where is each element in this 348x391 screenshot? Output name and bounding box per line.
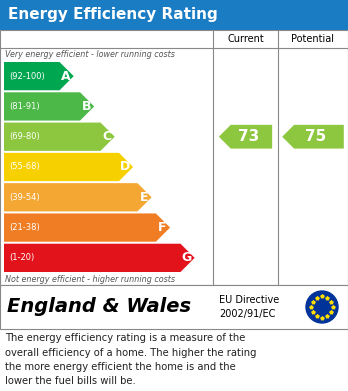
Text: 73: 73	[238, 129, 259, 144]
Text: lower the fuel bills will be.: lower the fuel bills will be.	[5, 377, 136, 386]
Bar	[0, 285, 348, 329]
Text: The energy efficiency rating is a measure of the: The energy efficiency rating is a measur…	[5, 333, 245, 343]
Polygon shape	[4, 213, 170, 242]
Text: overall efficiency of a home. The higher the rating: overall efficiency of a home. The higher…	[5, 348, 256, 357]
Text: (69-80): (69-80)	[9, 132, 40, 141]
Polygon shape	[4, 244, 195, 272]
Polygon shape	[4, 153, 133, 181]
Text: D: D	[120, 160, 130, 174]
Text: Very energy efficient - lower running costs: Very energy efficient - lower running co…	[5, 50, 175, 59]
Text: (39-54): (39-54)	[9, 193, 40, 202]
Text: B: B	[82, 100, 91, 113]
Bar	[0, 0, 348, 30]
Text: Potential: Potential	[292, 34, 334, 44]
Text: (21-38): (21-38)	[9, 223, 40, 232]
Text: G: G	[182, 251, 192, 264]
Text: England & Wales: England & Wales	[7, 298, 191, 316]
Text: (1-20): (1-20)	[9, 253, 34, 262]
Text: EU Directive: EU Directive	[219, 295, 279, 305]
Text: (55-68): (55-68)	[9, 163, 40, 172]
Text: 2002/91/EC: 2002/91/EC	[219, 308, 275, 319]
Polygon shape	[4, 183, 152, 212]
Text: Energy Efficiency Rating: Energy Efficiency Rating	[8, 7, 218, 23]
Text: C: C	[102, 130, 111, 143]
Circle shape	[306, 291, 338, 323]
Polygon shape	[4, 122, 115, 151]
Text: Not energy efficient - higher running costs: Not energy efficient - higher running co…	[5, 274, 175, 283]
Text: the more energy efficient the home is and the: the more energy efficient the home is an…	[5, 362, 236, 372]
Text: A: A	[61, 70, 71, 83]
Polygon shape	[282, 125, 344, 149]
Polygon shape	[4, 92, 94, 120]
Bar	[0, 30, 348, 285]
Text: E: E	[140, 191, 148, 204]
Text: (92-100): (92-100)	[9, 72, 45, 81]
Text: F: F	[158, 221, 167, 234]
Polygon shape	[4, 62, 74, 90]
Polygon shape	[219, 125, 272, 149]
Text: Current: Current	[227, 34, 264, 44]
Text: (81-91): (81-91)	[9, 102, 40, 111]
Text: 75: 75	[306, 129, 327, 144]
